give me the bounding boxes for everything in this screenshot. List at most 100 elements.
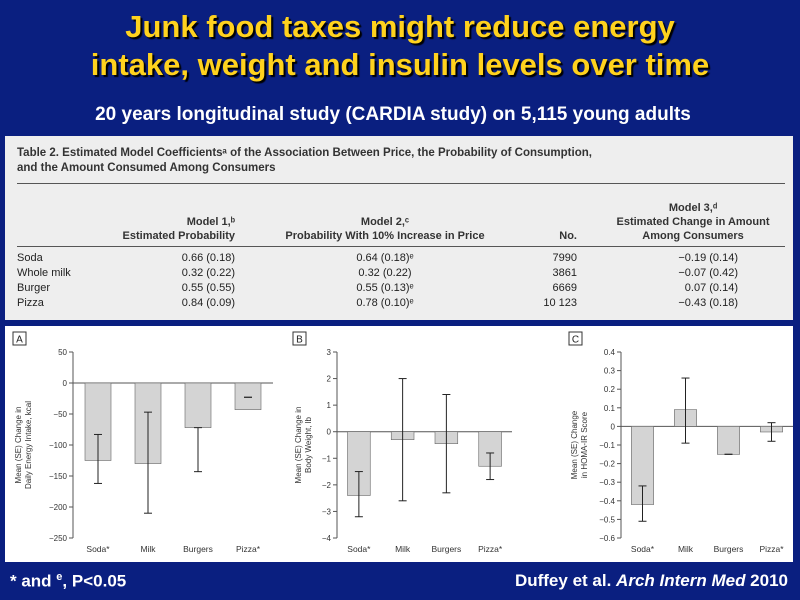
citation-year: 2010 [745, 571, 788, 590]
citation-authors: Duffey et al. [514, 571, 617, 590]
category-label: Burgers [183, 544, 213, 554]
header-model3-line3: Among Consumers [642, 230, 744, 242]
row-model1: 0.32 (0.22) [181, 267, 235, 279]
y-tick-label: −1 [322, 454, 332, 463]
row-no: 6669 [552, 282, 577, 294]
header-model1: Model 1,ᵇ Estimated Probability [115, 215, 235, 243]
row-model3: −0.07 (0.42) [678, 267, 738, 279]
table-top-rule [17, 183, 785, 184]
y-tick-label: 3 [327, 348, 332, 357]
category-label: Burgers [431, 544, 461, 554]
row-model2: 0.78 (0.10)ᵉ [356, 297, 414, 309]
footnote-sup: e [56, 571, 63, 583]
panel-badge-label: B [296, 335, 303, 346]
header-model3-line2: Estimated Change in Amount [616, 216, 770, 228]
category-label: Pizza* [759, 544, 784, 554]
y-axis-label: Mean (SE) Change inDaily Energy Intake, … [14, 401, 33, 489]
row-item: Pizza [17, 297, 44, 309]
y-tick-label: 0 [611, 422, 616, 431]
category-label: Soda* [86, 544, 110, 554]
y-tick-label: −0.6 [599, 534, 615, 543]
category-label: Milk [140, 544, 156, 554]
bar [717, 426, 740, 455]
y-tick-label: −2 [322, 481, 332, 490]
y-tick-label: −50 [53, 410, 67, 419]
y-tick-label: −4 [322, 534, 332, 543]
row-model2: 0.55 (0.13)ᵉ [356, 282, 414, 294]
row-no: 7990 [552, 252, 577, 264]
y-tick-label: 50 [58, 348, 67, 357]
row-item: Burger [17, 282, 51, 294]
category-label: Pizza* [478, 544, 503, 554]
header-model1-line2: Estimated Probability [122, 230, 235, 242]
slide-subtitle: 20 years longitudinal study (CARDIA stud… [95, 104, 691, 125]
coefficients-table: Table 2. Estimated Model Coefficientsᵃ o… [5, 136, 793, 320]
header-no: No. [559, 230, 577, 242]
header-model1-line1: Model 1,ᵇ [186, 216, 235, 228]
header-model3-line1: Model 3,ᵈ [668, 202, 718, 214]
footnote-prefix: * and [10, 571, 57, 591]
y-axis-label: Mean (SE) Changein HOMA-IR Score [570, 410, 589, 479]
y-tick-label: −0.5 [599, 515, 615, 524]
y-tick-label: 0.3 [604, 367, 616, 376]
y-tick-label: 0.2 [604, 385, 616, 394]
row-model2: 0.64 (0.18)ᵉ [356, 252, 414, 264]
y-tick-label: −0.4 [599, 497, 615, 506]
row-model3: 0.07 (0.14) [684, 282, 738, 294]
row-item: Whole milk [17, 267, 71, 279]
panel-badge-box [292, 331, 307, 346]
row-model1: 0.66 (0.18) [181, 252, 235, 264]
citation-journal: Arch Intern Med [616, 571, 746, 590]
panel-badge-label: C [572, 335, 579, 346]
category-label: Soda* [347, 544, 371, 554]
row-no: 3861 [552, 267, 577, 279]
table-caption-line1: Table 2. Estimated Model Coefficientsᵃ o… [17, 147, 592, 159]
table-caption-line2: and the Amount Consumed Among Consumers [17, 162, 276, 174]
y-tick-label: −0.2 [599, 460, 615, 469]
table-header-rule [17, 246, 785, 247]
row-model2: 0.32 (0.22) [358, 267, 412, 279]
category-label: Soda* [631, 544, 655, 554]
y-tick-label: 0.4 [604, 348, 616, 357]
y-tick-label: −250 [49, 534, 68, 543]
panel-badge-box [12, 331, 27, 346]
row-no: 10 123 [543, 297, 577, 309]
y-tick-label: −150 [49, 472, 68, 481]
category-label: Burgers [714, 544, 744, 554]
row-model3: −0.19 (0.14) [678, 252, 738, 264]
row-model3: −0.43 (0.18) [678, 297, 738, 309]
charts-panel: A 50 0 −50 −100 −150 −200 −250 Mean (SE) Change … [5, 326, 793, 562]
y-tick-label: −200 [49, 503, 68, 512]
footnote-suffix: , P<0.05 [62, 571, 127, 591]
citation: Duffey et al. Arch Intern Med 2010 [515, 571, 788, 591]
table-caption: Table 2. Estimated Model Coefficientsᵃ o… [17, 146, 592, 176]
header-model3: Model 3,ᵈ Estimated Change in Amount Amo… [605, 201, 781, 243]
header-model2: Model 2,ᶜ Probability With 10% Increase … [275, 215, 495, 243]
category-label: Milk [395, 544, 411, 554]
y-tick-label: −3 [322, 507, 332, 516]
row-item: Soda [17, 252, 43, 264]
bar [184, 382, 212, 428]
header-model2-line2: Probability With 10% Increase in Price [285, 230, 485, 242]
slide-title-line2: intake, weight and insulin levels over t… [90, 47, 710, 82]
y-tick-label: −0.1 [599, 441, 615, 450]
category-label: Milk [678, 544, 694, 554]
significance-footnote: * and e, P<0.05 [10, 571, 126, 592]
y-tick-label: 2 [327, 375, 332, 384]
y-tick-label: 0 [327, 428, 332, 437]
panel-badge-label: A [16, 335, 23, 346]
y-tick-label: 0 [63, 379, 68, 388]
y-tick-label: 0.1 [604, 404, 616, 413]
bar [234, 382, 262, 410]
row-model1: 0.84 (0.09) [181, 297, 235, 309]
panel-badge-box [568, 331, 583, 346]
y-tick-label: −100 [49, 441, 68, 450]
y-tick-label: −0.3 [599, 478, 615, 487]
row-model1: 0.55 (0.55) [181, 282, 235, 294]
slide-title-line1: Junk food taxes might reduce energy [125, 9, 675, 44]
slide-title: Junk food taxes might reduce energy inta… [0, 8, 800, 84]
header-model2-line1: Model 2,ᶜ [360, 216, 410, 228]
category-label: Pizza* [236, 544, 261, 554]
y-axis-label: Mean (SE) Change inBody Weight, lb [294, 407, 313, 484]
